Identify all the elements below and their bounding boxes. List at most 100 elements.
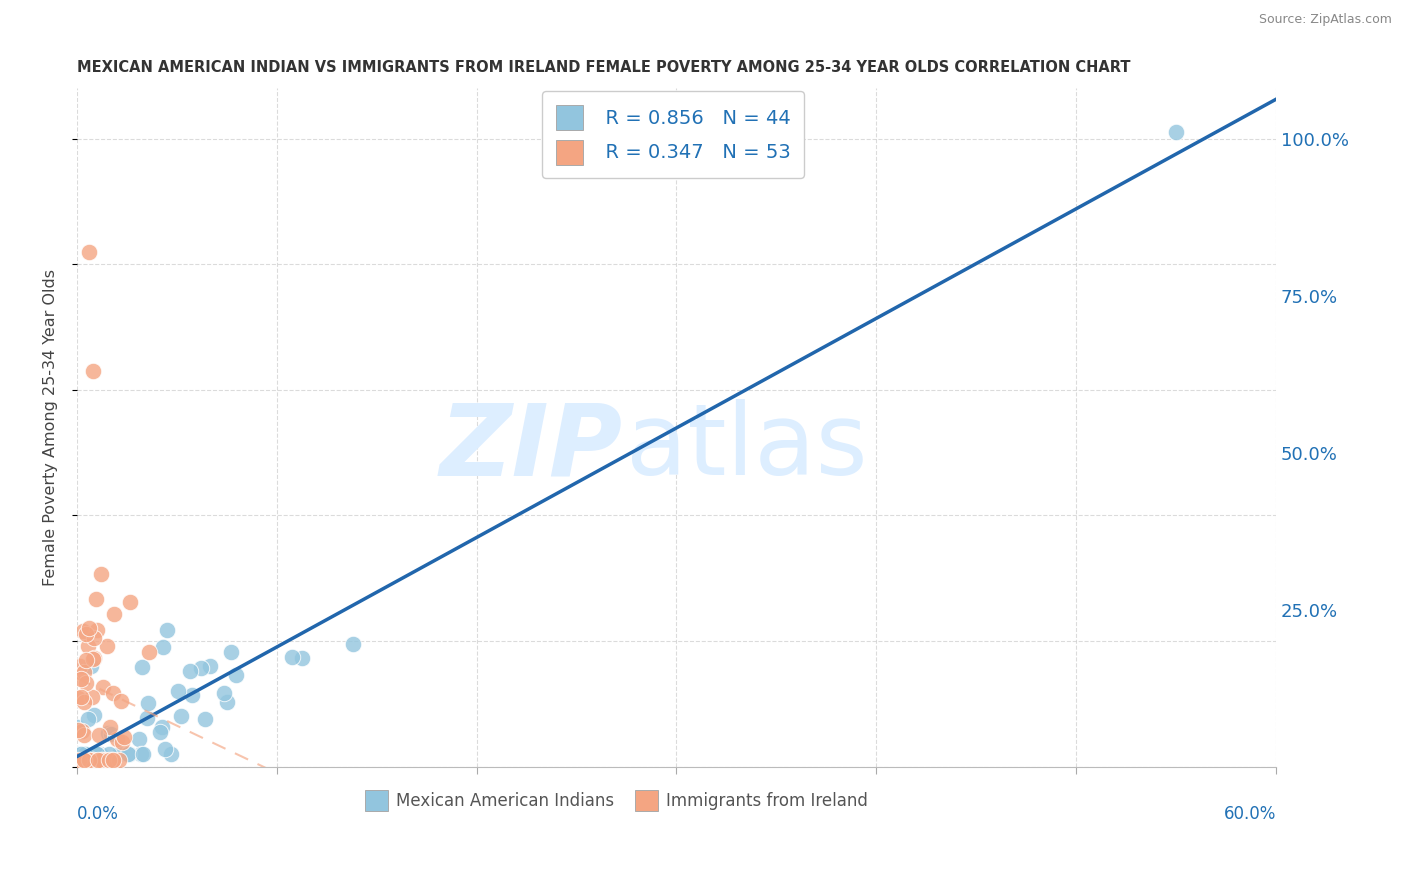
Point bbox=[70, 673, 93, 687]
Point bbox=[180, 688, 202, 702]
Point bbox=[91, 753, 114, 767]
Point bbox=[118, 747, 141, 761]
Point bbox=[76, 712, 98, 726]
Point bbox=[86, 747, 108, 761]
Point bbox=[70, 753, 93, 767]
Point bbox=[73, 753, 96, 767]
Point bbox=[89, 747, 111, 761]
Point bbox=[103, 607, 125, 621]
Point bbox=[96, 639, 118, 653]
Point bbox=[77, 753, 100, 767]
Point bbox=[97, 726, 120, 740]
Point bbox=[80, 690, 103, 705]
Point bbox=[101, 753, 124, 767]
Point bbox=[79, 621, 101, 635]
Text: 0.0%: 0.0% bbox=[77, 805, 118, 823]
Point bbox=[69, 659, 91, 673]
Point bbox=[73, 728, 96, 742]
Point bbox=[219, 645, 242, 659]
Point bbox=[117, 747, 139, 761]
Point bbox=[1164, 125, 1187, 139]
Point bbox=[190, 660, 212, 674]
Point bbox=[148, 725, 170, 739]
Point bbox=[79, 659, 101, 673]
Point bbox=[170, 708, 193, 723]
Text: MEXICAN AMERICAN INDIAN VS IMMIGRANTS FROM IRELAND FEMALE POVERTY AMONG 25-34 YE: MEXICAN AMERICAN INDIAN VS IMMIGRANTS FR… bbox=[77, 60, 1130, 75]
Point bbox=[136, 711, 159, 725]
Point bbox=[150, 720, 173, 734]
Point bbox=[75, 747, 97, 761]
Point bbox=[156, 623, 179, 637]
Point bbox=[70, 723, 93, 738]
Point bbox=[73, 695, 96, 709]
Text: ZIP: ZIP bbox=[440, 400, 623, 496]
Point bbox=[83, 708, 105, 723]
Point bbox=[67, 747, 90, 761]
Point bbox=[82, 364, 104, 378]
Point bbox=[66, 720, 89, 734]
Point bbox=[101, 686, 124, 700]
Point bbox=[82, 652, 104, 666]
Text: 60.0%: 60.0% bbox=[1223, 805, 1277, 823]
Point bbox=[77, 639, 100, 653]
Point bbox=[87, 728, 110, 742]
Point bbox=[83, 631, 105, 645]
Point bbox=[112, 730, 135, 744]
Point bbox=[82, 753, 104, 767]
Point bbox=[108, 747, 131, 761]
Point bbox=[225, 668, 247, 682]
Point bbox=[66, 690, 89, 705]
Point bbox=[87, 753, 110, 767]
Point bbox=[66, 723, 89, 738]
Point bbox=[70, 690, 93, 704]
Point bbox=[72, 624, 94, 638]
Point bbox=[94, 753, 117, 767]
Point bbox=[110, 694, 132, 708]
Point bbox=[86, 592, 108, 607]
Point bbox=[128, 731, 150, 746]
Point bbox=[97, 753, 120, 767]
Point bbox=[91, 680, 114, 694]
Point bbox=[120, 595, 142, 609]
Point bbox=[131, 660, 153, 674]
Point bbox=[75, 747, 97, 761]
Point bbox=[160, 747, 183, 761]
Point bbox=[90, 566, 112, 581]
Point bbox=[100, 727, 122, 741]
Point bbox=[73, 753, 96, 767]
Point bbox=[111, 735, 134, 749]
Point bbox=[152, 640, 174, 654]
Point bbox=[342, 636, 364, 650]
Point bbox=[82, 753, 104, 767]
Point bbox=[75, 627, 97, 641]
Legend: Mexican American Indians, Immigrants from Ireland: Mexican American Indians, Immigrants fro… bbox=[357, 781, 876, 820]
Point bbox=[70, 747, 93, 761]
Point bbox=[179, 664, 201, 678]
Point bbox=[89, 753, 111, 767]
Point bbox=[107, 753, 129, 767]
Point bbox=[132, 747, 155, 761]
Point bbox=[77, 244, 100, 259]
Point bbox=[86, 747, 108, 761]
Text: Source: ZipAtlas.com: Source: ZipAtlas.com bbox=[1258, 13, 1392, 27]
Point bbox=[83, 651, 105, 665]
Y-axis label: Female Poverty Among 25-34 Year Olds: Female Poverty Among 25-34 Year Olds bbox=[44, 268, 58, 586]
Point bbox=[67, 753, 90, 767]
Point bbox=[212, 686, 235, 700]
Point bbox=[101, 753, 124, 767]
Point bbox=[138, 645, 160, 659]
Point bbox=[194, 712, 217, 726]
Point bbox=[73, 665, 96, 680]
Point bbox=[290, 651, 312, 665]
Point bbox=[136, 696, 159, 710]
Point bbox=[166, 684, 188, 698]
Point bbox=[86, 623, 108, 637]
Text: atlas: atlas bbox=[626, 400, 868, 496]
Point bbox=[155, 742, 177, 756]
Point bbox=[75, 653, 97, 667]
Point bbox=[131, 747, 153, 761]
Point bbox=[75, 676, 97, 690]
Point bbox=[93, 753, 115, 767]
Point bbox=[217, 695, 239, 709]
Point bbox=[107, 732, 129, 747]
